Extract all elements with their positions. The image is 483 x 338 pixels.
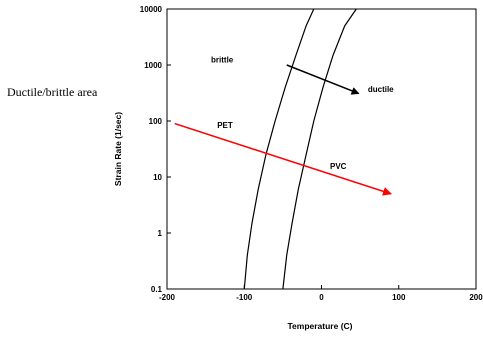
y-tick-label: 1 bbox=[158, 229, 163, 238]
annotation-pet: PET bbox=[217, 121, 233, 130]
overlay-label: Ductile/brittle area bbox=[7, 85, 98, 99]
x-axis-ticks: -200 -100 0 100 200 bbox=[159, 285, 483, 302]
arrow-layer bbox=[175, 65, 391, 194]
x-tick-label: -100 bbox=[236, 293, 253, 302]
x-tick-label: -200 bbox=[159, 293, 176, 302]
x-axis-title: Temperature (C) bbox=[287, 321, 352, 331]
annotation-pvc: PVC bbox=[330, 162, 347, 171]
series-line-2 bbox=[283, 9, 356, 289]
annotation-layer: brittle ductile PET PVC bbox=[211, 56, 394, 171]
plot-frame bbox=[167, 9, 476, 289]
annotation-ductile: ductile bbox=[368, 85, 394, 94]
x-tick-label: 200 bbox=[469, 293, 483, 302]
x-tick-label: 100 bbox=[392, 293, 406, 302]
y-tick-label: 10000 bbox=[140, 5, 163, 14]
y-tick-label: 1000 bbox=[144, 61, 162, 70]
red-arrow bbox=[175, 124, 391, 194]
y-tick-label: 10 bbox=[153, 173, 162, 182]
x-tick-label: 0 bbox=[319, 293, 324, 302]
annotation-brittle: brittle bbox=[211, 56, 234, 65]
y-tick-label: 100 bbox=[149, 117, 163, 126]
y-axis-title: Strain Rate (1/sec) bbox=[113, 112, 123, 186]
series-layer bbox=[244, 9, 356, 289]
